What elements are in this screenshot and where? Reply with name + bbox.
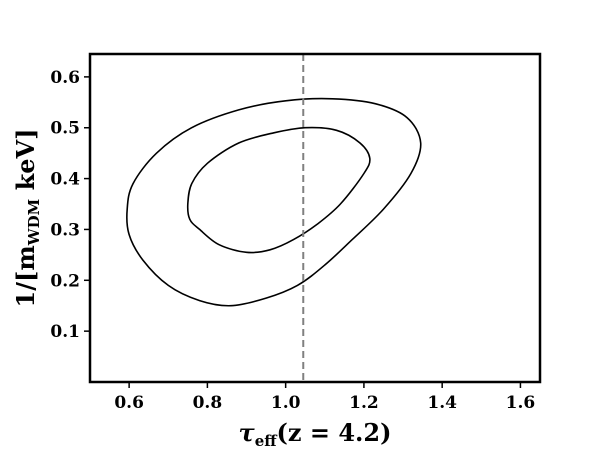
x-tick-label: 1.2 [349, 393, 379, 413]
contour-layer [126, 97, 422, 307]
x-tick-label: 0.6 [114, 393, 144, 413]
x-tick-label: 1.6 [506, 393, 536, 413]
x-axis-ticks: 0.6 0.8 1.0 1.2 1.4 1.6 [114, 382, 535, 413]
y-tick-label: 0.4 [50, 170, 80, 190]
x-axis-label: τeff(z = 4.2) [239, 418, 392, 450]
y-tick-label: 0.1 [50, 322, 80, 342]
x-tick-label: 1.0 [271, 393, 301, 413]
y-tick-label: 0.6 [50, 68, 80, 88]
x-tick-label: 1.4 [427, 393, 457, 413]
plot-frame [88, 52, 542, 384]
contour-outer [126, 97, 422, 307]
y-tick-label: 0.2 [50, 271, 80, 291]
x-tick-label: 0.8 [193, 393, 223, 413]
y-axis-ticks: 0.1 0.2 0.3 0.4 0.5 0.6 [50, 68, 90, 342]
y-axis-label: 1/[mWDM keV] [11, 129, 43, 308]
y-tick-label: 0.5 [50, 119, 80, 139]
y-tick-label: 0.3 [50, 220, 80, 240]
contour-inner [186, 126, 371, 254]
